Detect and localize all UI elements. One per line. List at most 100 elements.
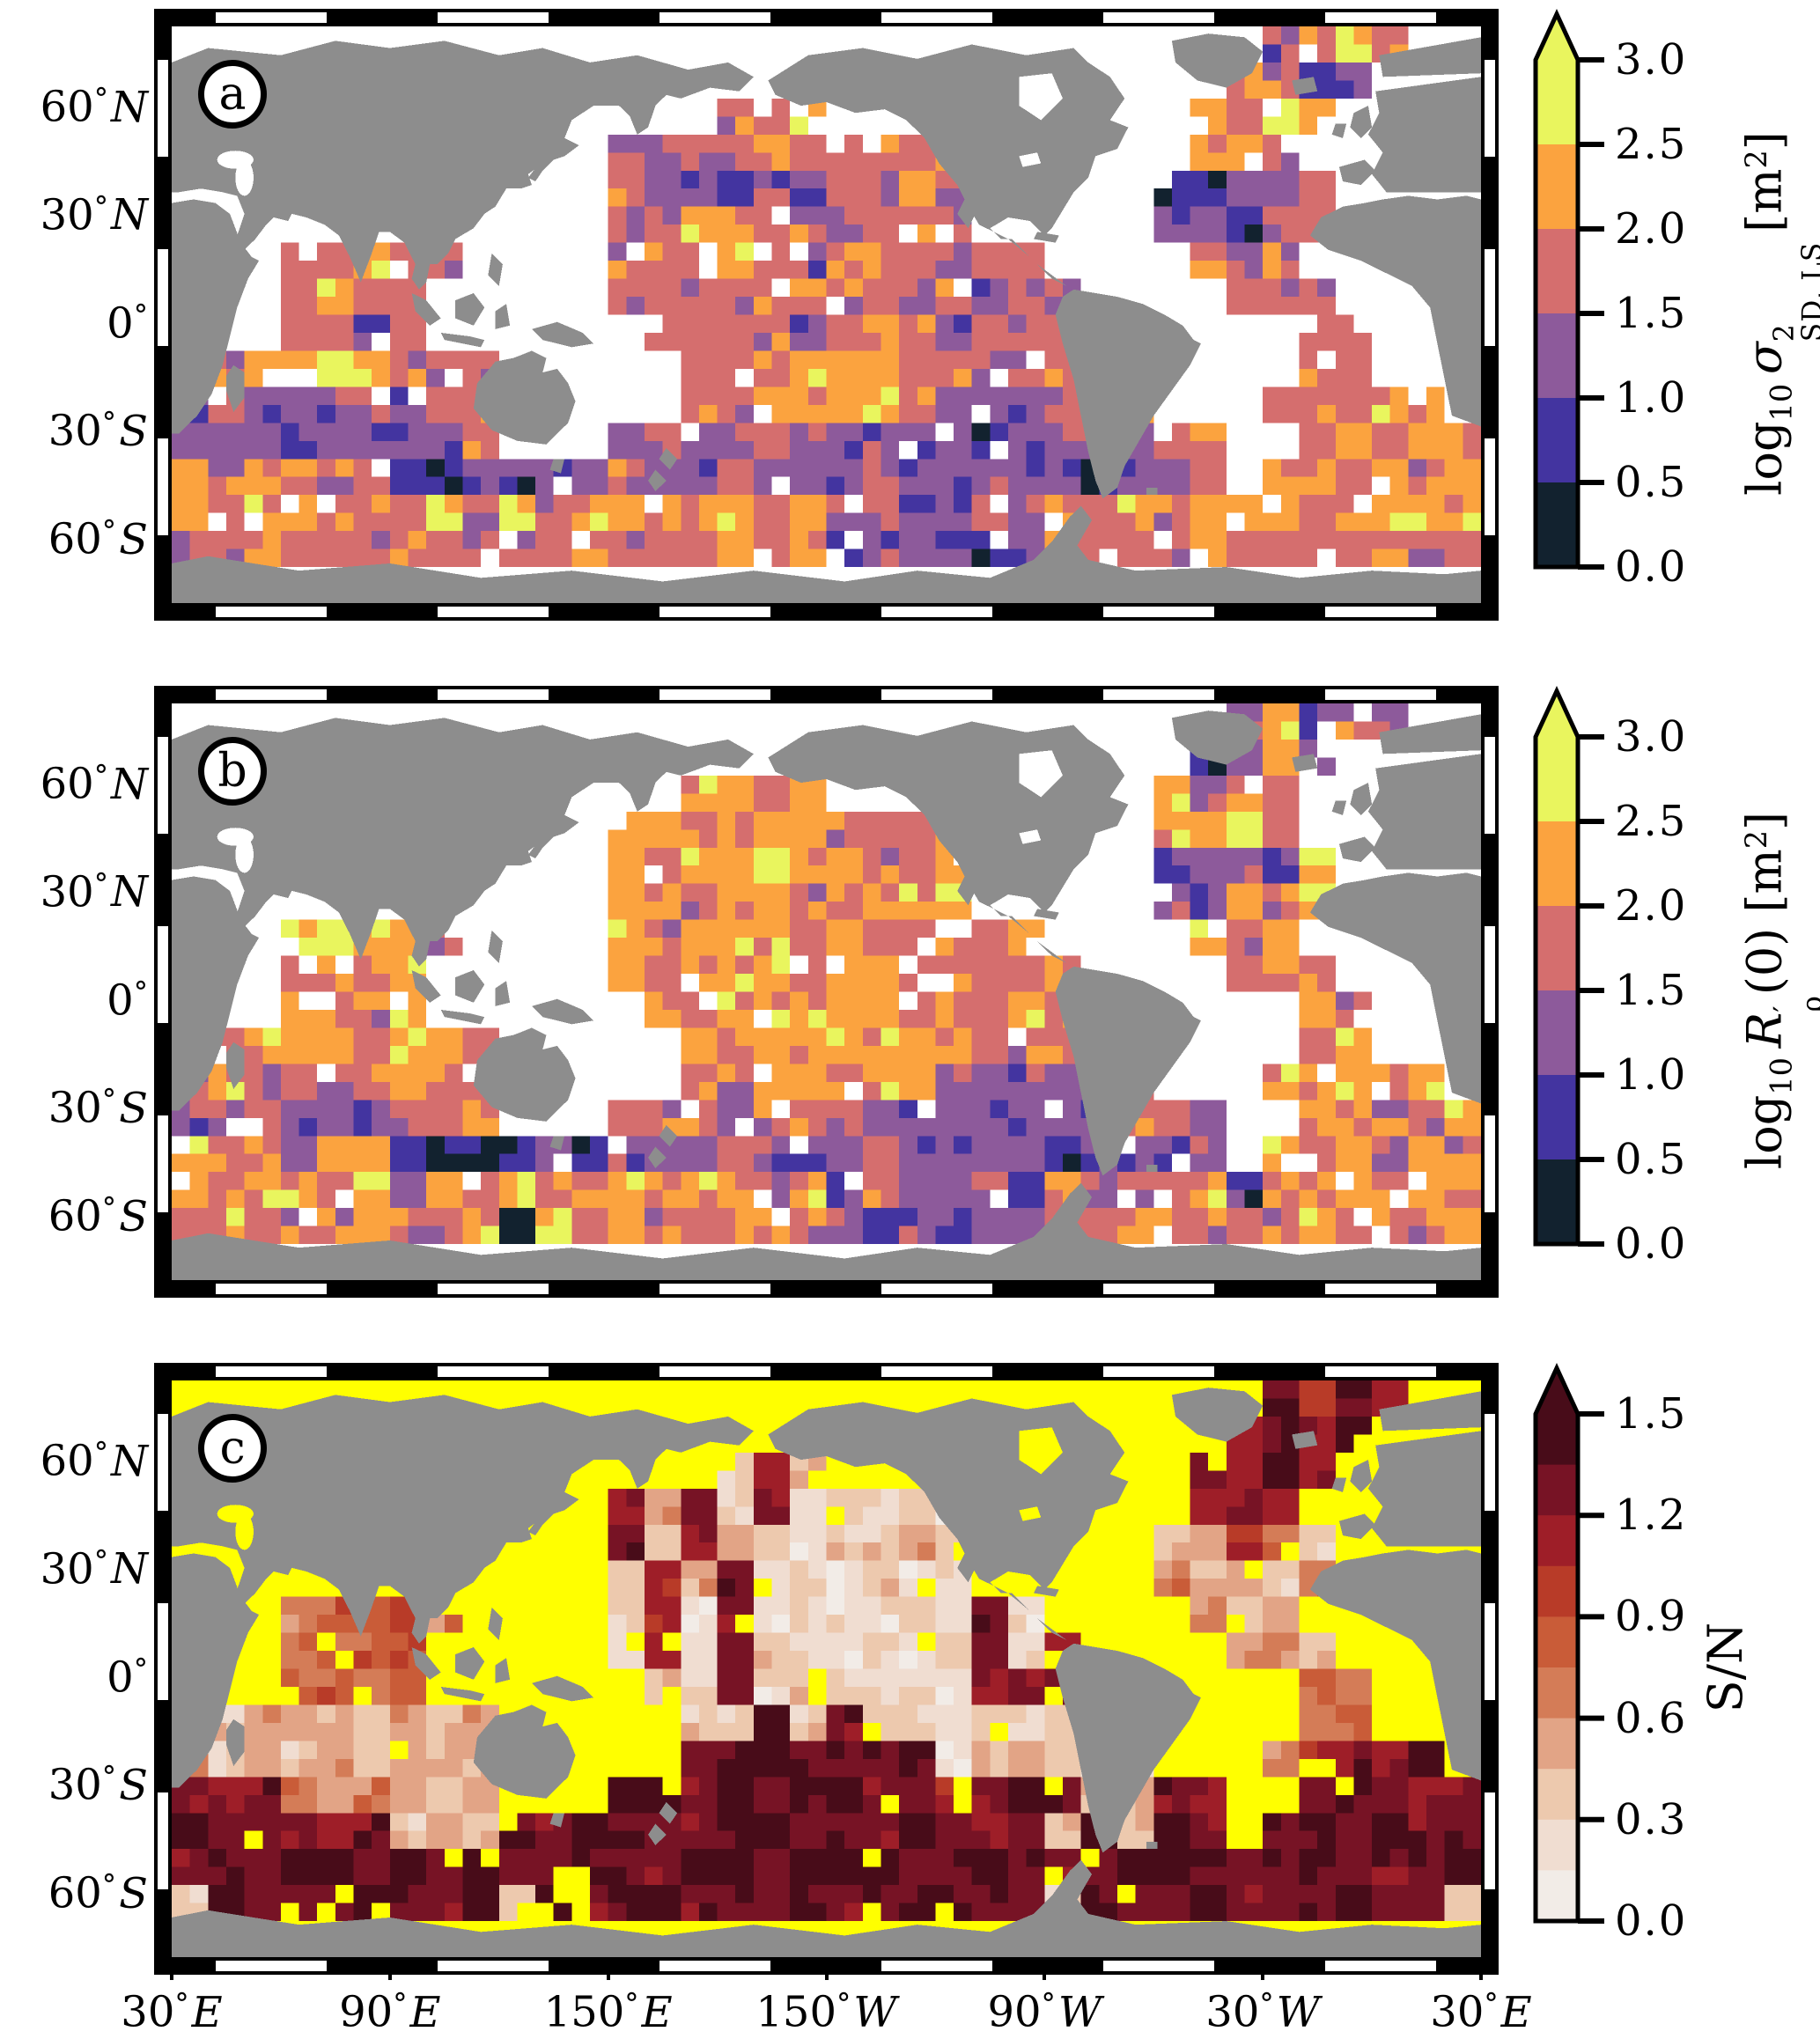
panel-b: b 3.0 2.5 2.0 1.5 1.0 0.5 0.0 log10 R′ρ(0) [m2… <box>0 686 1820 1298</box>
colorbar-title-c: S/N <box>1695 1359 1757 1976</box>
panel-c: c 1.5 1.2 0.9 0.6 0.3 0.0 S/N 60°N 30°N 0° 30°S 6… <box>0 1363 1820 1975</box>
degree-symbol: ° <box>133 975 148 1009</box>
inland-seas <box>217 73 1063 196</box>
colorbar-outline <box>1533 9 1581 570</box>
tick-number: 30 <box>48 1084 102 1133</box>
colorbar-tick-label: 1.5 <box>1615 289 1688 338</box>
frame-dash-top <box>170 12 1483 23</box>
map-frame-a: a <box>154 9 1499 621</box>
tick-number: 30 <box>40 190 94 240</box>
degree-symbol: ° <box>1041 1987 1056 2021</box>
colorbar-tick-label: 2.5 <box>1615 120 1688 169</box>
degree-symbol: ° <box>393 1987 408 2021</box>
hemisphere-letter: N <box>111 82 148 132</box>
frame-dash-left <box>158 1379 168 1959</box>
degree-symbol: ° <box>836 1987 851 2021</box>
tick-number: 0 <box>107 1653 134 1703</box>
colorbar-tick-label: 0.9 <box>1615 1592 1688 1642</box>
colorbar-tick-label: 1.0 <box>1615 373 1688 423</box>
label-token: ] <box>1736 131 1793 151</box>
map-canvas-a: a <box>172 26 1481 603</box>
label-token: σ <box>1736 342 1793 384</box>
colorbar-tick-label: 2.5 <box>1615 797 1688 846</box>
degree-symbol: ° <box>1259 1987 1274 2021</box>
panel-label-badge-a: a <box>198 60 267 129</box>
hemisphere-letter: S <box>119 1761 148 1810</box>
tick-number: 60 <box>48 514 102 564</box>
inland-seas <box>217 750 1063 873</box>
degree-symbol: ° <box>101 1083 117 1117</box>
map-canvas-b: b <box>172 703 1481 1280</box>
label-token: log <box>1736 1094 1793 1170</box>
longitude-tick-label: 150°W <box>730 1977 924 2037</box>
latitude-tick-label: 60°N <box>7 749 148 809</box>
latitude-tick-label: 30°N <box>7 1535 148 1594</box>
degree-symbol: ° <box>101 1760 117 1794</box>
colorbar-tick-label: 0.0 <box>1615 542 1688 592</box>
latitude-tick-label: 60°N <box>7 72 148 132</box>
hemisphere-letter: N <box>111 190 148 240</box>
degree-symbol: ° <box>93 189 108 224</box>
frame-dash-right <box>1485 1379 1495 1959</box>
frame-dash-bottom <box>170 607 1483 617</box>
degree-symbol: ° <box>93 81 108 115</box>
frame-dash-left <box>158 25 168 605</box>
longitude-tick-mark <box>824 1968 829 1980</box>
degree-symbol: ° <box>101 1191 117 1226</box>
tick-number: 30 <box>40 867 94 917</box>
tick-number: 30 <box>1430 1987 1485 2037</box>
degree-symbol: ° <box>93 1435 108 1469</box>
map-frame-c: c <box>154 1363 1499 1975</box>
label-token: 2 <box>1739 830 1773 850</box>
hemisphere-letter: N <box>111 867 148 917</box>
inland-seas <box>217 1427 1063 1550</box>
hemisphere-letter: S <box>119 407 148 456</box>
hemisphere-letter: W <box>1057 1987 1102 2037</box>
colorbar-tick-label: 0.5 <box>1615 458 1688 507</box>
longitude-tick-mark <box>170 1968 173 1980</box>
tick-number: 60 <box>48 1868 102 1918</box>
label-token: ] <box>1736 811 1793 830</box>
colorbar-tick-label: 2.0 <box>1615 881 1688 931</box>
latitude-tick-label: 30°S <box>7 1073 148 1133</box>
latitude-tick-label: 30°S <box>7 396 148 456</box>
latitude-tick-label: 60°S <box>7 504 148 564</box>
tick-number: 60 <box>40 759 94 809</box>
hemisphere-letter: E <box>409 1987 441 2037</box>
hemisphere-letter: N <box>111 1436 148 1486</box>
longitude-tick-label: 150°E <box>512 1977 705 2037</box>
degree-symbol: ° <box>101 514 117 548</box>
tick-number: 150 <box>755 1987 836 2037</box>
stacked-script: 2 SD, LS <box>1768 241 1820 342</box>
world-map-a <box>172 26 1481 603</box>
colorbar-tick-label: 1.5 <box>1615 1389 1688 1439</box>
longitude-tick-label: 90°E <box>293 1977 487 2037</box>
hemisphere-letter: S <box>119 514 148 564</box>
latitude-tick-label: 60°S <box>7 1859 148 1918</box>
frame-dash-right <box>1485 25 1495 605</box>
tick-number: 0 <box>107 975 134 1026</box>
latitude-tick-label: 30°N <box>7 858 148 917</box>
frame-dash-right <box>1485 702 1495 1282</box>
hemisphere-letter: E <box>641 1987 673 2037</box>
hemisphere-letter: S <box>119 1084 148 1133</box>
label-token: log <box>1736 421 1793 496</box>
colorbar-tick-label: 0.3 <box>1615 1794 1688 1844</box>
degree-symbol: ° <box>133 1652 148 1686</box>
colorbar-outline <box>1533 686 1581 1247</box>
tick-number: 30 <box>48 407 102 456</box>
colorbar-a <box>1533 9 1604 570</box>
degree-symbol: ° <box>93 866 108 901</box>
stacked-script: ′ρ <box>1768 995 1820 1012</box>
longitude-tick-mark <box>1479 1968 1483 1980</box>
panel-letter: c <box>219 1422 246 1475</box>
world-map-c <box>172 1380 1481 1957</box>
latitude-tick-label: 30°S <box>7 1750 148 1810</box>
hemisphere-letter: W <box>853 1987 897 2037</box>
map-frame-b: b <box>154 686 1499 1298</box>
latitude-tick-label: 60°S <box>7 1181 148 1241</box>
longitude-tick-label: 30°E <box>1384 1977 1578 2037</box>
colorbar-tick-label: 1.0 <box>1615 1050 1688 1100</box>
colorbar-tick-label: 1.2 <box>1615 1491 1688 1541</box>
